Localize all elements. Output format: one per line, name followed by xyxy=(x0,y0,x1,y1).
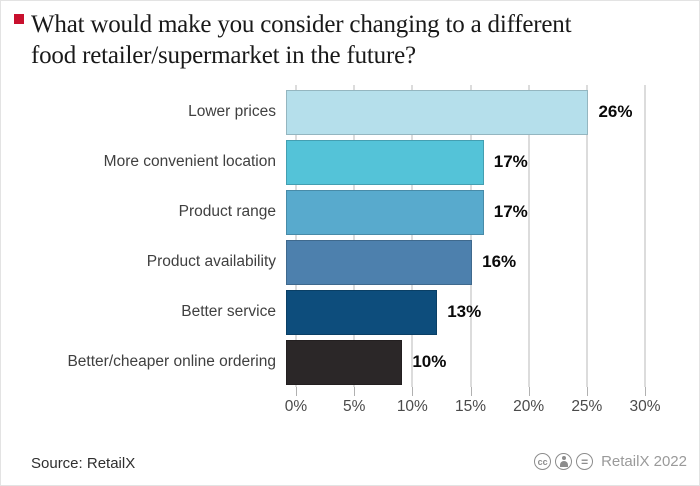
license-badge: cc = RetailX 2022 xyxy=(534,453,687,470)
value-label: 16% xyxy=(482,252,517,271)
gridline xyxy=(585,85,588,387)
axis-tick xyxy=(296,387,297,396)
bar-track: 13% xyxy=(286,289,635,335)
axis-tick xyxy=(354,387,356,396)
attribution-person-icon xyxy=(555,453,573,470)
bar xyxy=(286,89,589,135)
value-label: 13% xyxy=(447,302,482,321)
gridlines xyxy=(295,85,646,387)
bar xyxy=(286,139,484,185)
bar-track: 16% xyxy=(286,239,635,285)
chart-row: Better service 13% xyxy=(1,287,699,337)
value-label: 26% xyxy=(598,102,633,121)
gridline xyxy=(353,85,356,387)
chart-title: What would make you consider changing to… xyxy=(31,9,671,71)
chart-row: Better/cheaper online ordering 10% xyxy=(1,337,699,387)
chart-rows: Lower prices 26% More convenient location 1… xyxy=(1,87,699,387)
chart-row: Product range 17% xyxy=(1,187,699,237)
gridline xyxy=(295,85,297,387)
source-text: Source: RetailX xyxy=(31,455,136,472)
axis-tick xyxy=(645,387,646,396)
cc-icon: cc xyxy=(534,453,552,470)
axis-tick xyxy=(528,387,530,396)
chart-row: Lower prices 26% xyxy=(1,87,699,137)
bar xyxy=(286,339,403,385)
license-credit-text: RetailX 2022 xyxy=(601,453,687,470)
bar xyxy=(286,289,438,335)
bar-track: 10% xyxy=(286,339,635,385)
axis-tick-label: 15% xyxy=(454,398,487,415)
chart-title-line-1: What would make you consider changing to… xyxy=(31,11,572,38)
chart-row: Product availability 16% xyxy=(1,237,699,287)
axis-tick-label: 25% xyxy=(571,398,603,415)
chart-title-line-2: food retailer/supermarket in the future? xyxy=(31,42,416,69)
value-label: 17% xyxy=(493,152,528,171)
category-label: Product range xyxy=(178,203,276,220)
category-label: More convenient location xyxy=(103,153,276,170)
axis-tick-label: 0% xyxy=(284,398,308,415)
title-bullet-red-square xyxy=(14,14,24,24)
bar-track: 17% xyxy=(286,139,635,185)
value-label: 17% xyxy=(493,202,528,221)
axis-tick xyxy=(470,387,472,396)
equals-icon: = xyxy=(576,453,594,470)
x-axis: 0% 5% 10% 15% 20% 25% 30% xyxy=(285,387,661,427)
gridline xyxy=(644,85,646,387)
axis-tick-label: 20% xyxy=(513,398,545,415)
axis-tick xyxy=(586,387,588,396)
axis-tick xyxy=(412,387,414,396)
gridline xyxy=(469,85,472,387)
axis-tick-label: 30% xyxy=(629,398,661,415)
gridline xyxy=(527,85,530,387)
category-label: Better service xyxy=(181,303,276,320)
bar xyxy=(286,189,484,235)
axis-tick-label: 5% xyxy=(342,398,366,415)
chart-row: More convenient location 17% xyxy=(1,137,699,187)
bar xyxy=(286,239,473,285)
category-label: Lower prices xyxy=(188,103,276,120)
category-label: Better/cheaper online ordering xyxy=(67,353,276,370)
gridline xyxy=(411,85,414,387)
axis-tick-label: 10% xyxy=(396,398,428,415)
bar-track: 26% xyxy=(286,89,635,135)
value-label: 10% xyxy=(412,352,447,371)
category-label: Product availability xyxy=(146,253,276,270)
bar-track: 17% xyxy=(286,189,635,235)
